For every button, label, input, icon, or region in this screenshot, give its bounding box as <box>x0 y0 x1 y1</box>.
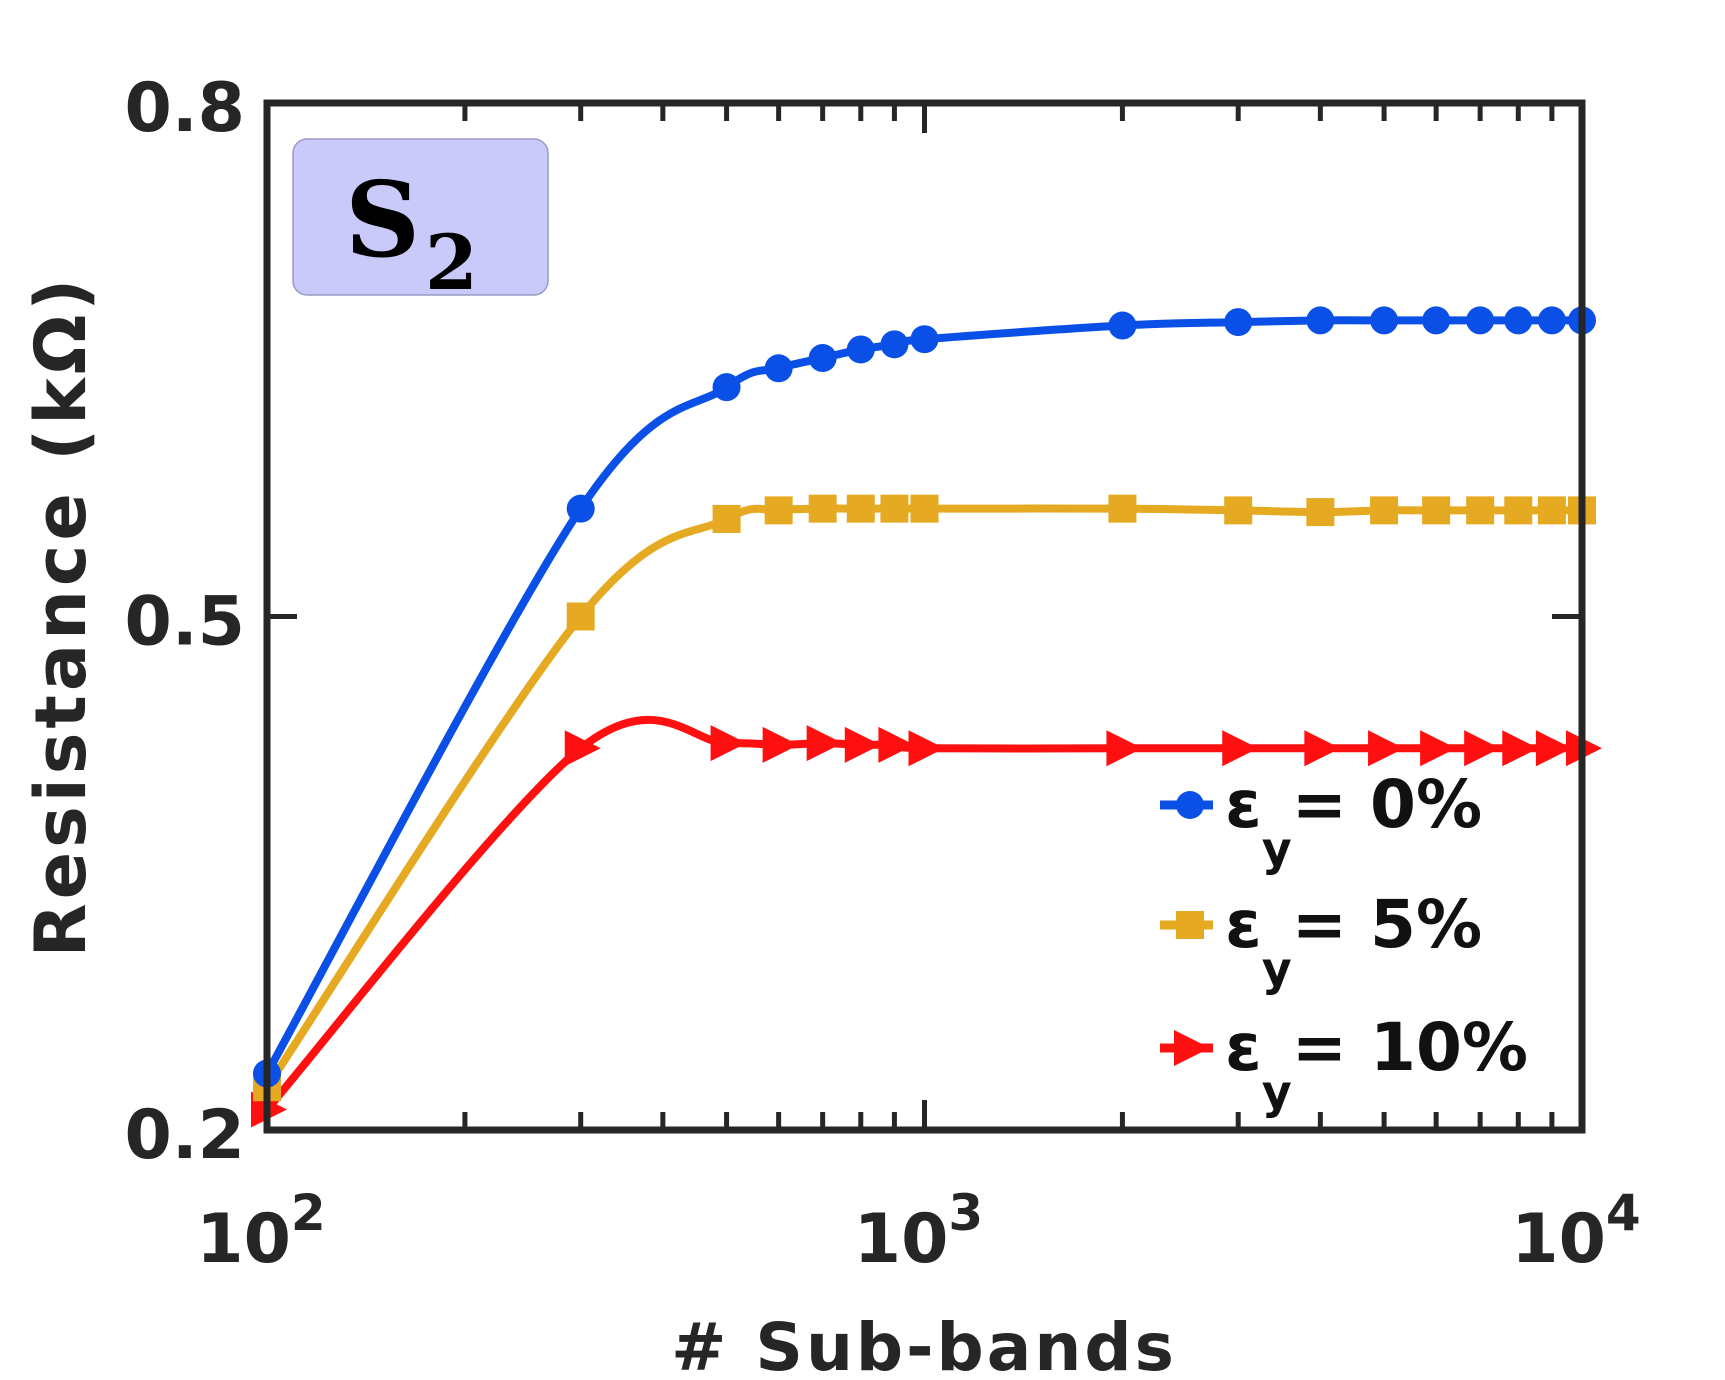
legend-item: εy= 10% <box>1160 1009 1528 1119</box>
data-point <box>1224 308 1253 337</box>
data-point <box>1370 306 1399 335</box>
x-tick-label-base: 10 <box>196 1200 291 1279</box>
data-point <box>1502 730 1539 767</box>
legend-label-symbol: ε <box>1225 766 1262 843</box>
data-point <box>1466 496 1495 525</box>
data-point <box>910 325 939 354</box>
x-tick-label-base: 10 <box>1511 1200 1606 1279</box>
series-1 <box>253 494 1596 1102</box>
data-point <box>566 602 595 631</box>
panel-label: S 2 <box>292 138 549 307</box>
legend-marker <box>1176 911 1204 939</box>
legend-item: εy= 0% <box>1160 766 1482 876</box>
y-tick-label: 0.2 <box>125 1096 245 1175</box>
x-tick-label: 104 <box>1511 1184 1640 1279</box>
data-point <box>566 494 595 523</box>
data-point <box>1535 730 1572 767</box>
data-point <box>1368 730 1405 767</box>
data-point <box>764 354 793 383</box>
data-point <box>1420 730 1457 767</box>
legend-label-value: = 0% <box>1292 766 1482 843</box>
x-tick-label: 103 <box>854 1184 983 1279</box>
tick-layer <box>264 100 1585 1133</box>
data-point <box>806 725 843 762</box>
data-point <box>710 725 747 762</box>
data-point <box>564 730 601 767</box>
x-tick-label-exponent: 4 <box>1606 1184 1641 1242</box>
data-point <box>712 504 741 533</box>
data-point <box>1370 496 1399 525</box>
legend-label: εy= 10% <box>1225 1009 1528 1119</box>
panel-label-sub: 2 <box>425 218 478 307</box>
data-point <box>1504 306 1533 335</box>
data-point <box>1108 311 1137 340</box>
panel-label-main: S <box>345 158 420 281</box>
series-2 <box>251 715 1602 1128</box>
series-layer <box>251 306 1602 1128</box>
data-point <box>844 726 881 763</box>
legend-label: εy= 5% <box>1225 886 1482 996</box>
data-point <box>880 494 909 523</box>
data-point <box>1106 730 1143 767</box>
legend-item: εy= 5% <box>1160 886 1482 996</box>
data-point <box>1422 496 1451 525</box>
y-tick-label: 0.5 <box>125 583 245 662</box>
x-tick-label-base: 10 <box>854 1200 949 1279</box>
legend-marker <box>1174 1030 1210 1066</box>
data-point <box>1537 306 1566 335</box>
legend: εy= 0%εy= 5%εy= 10% <box>1160 766 1528 1119</box>
data-point <box>908 730 945 767</box>
legend-label: εy= 0% <box>1225 766 1482 876</box>
data-point <box>878 726 915 763</box>
data-point <box>910 494 939 523</box>
legend-marker <box>1176 791 1204 819</box>
series-0 <box>253 306 1596 1088</box>
data-point <box>846 335 875 364</box>
legend-label-symbol: ε <box>1225 1009 1262 1086</box>
data-point <box>1108 494 1137 523</box>
data-point <box>1504 496 1533 525</box>
legend-label-subscript: y <box>1262 822 1292 876</box>
legend-label-value: = 10% <box>1292 1009 1528 1086</box>
x-tick-label: 102 <box>196 1184 325 1279</box>
data-point <box>846 494 875 523</box>
data-point <box>880 330 909 359</box>
x-axis-title: # Sub-bands <box>671 1309 1177 1380</box>
panel-label-box <box>292 138 549 296</box>
data-point <box>1537 496 1566 525</box>
data-point <box>1304 730 1341 767</box>
y-tick-label: 0.8 <box>125 69 245 148</box>
data-point <box>1466 306 1495 335</box>
legend-label-value: = 5% <box>1292 886 1482 963</box>
legend-label-subscript: y <box>1262 1065 1292 1119</box>
data-point <box>1224 496 1253 525</box>
data-point <box>1306 498 1335 527</box>
data-point <box>762 726 799 763</box>
data-point <box>808 344 837 373</box>
data-point <box>712 373 741 402</box>
y-axis-title: Resistance (kΩ) <box>20 275 102 958</box>
x-tick-label-exponent: 2 <box>291 1184 326 1242</box>
data-point <box>1222 730 1259 767</box>
x-tick-label-exponent: 3 <box>948 1184 983 1242</box>
data-point <box>1422 306 1451 335</box>
data-point <box>764 496 793 525</box>
data-point <box>808 494 837 523</box>
data-point <box>1306 306 1335 335</box>
data-point <box>1464 730 1501 767</box>
legend-label-subscript: y <box>1262 942 1292 996</box>
legend-label-symbol: ε <box>1225 886 1262 963</box>
